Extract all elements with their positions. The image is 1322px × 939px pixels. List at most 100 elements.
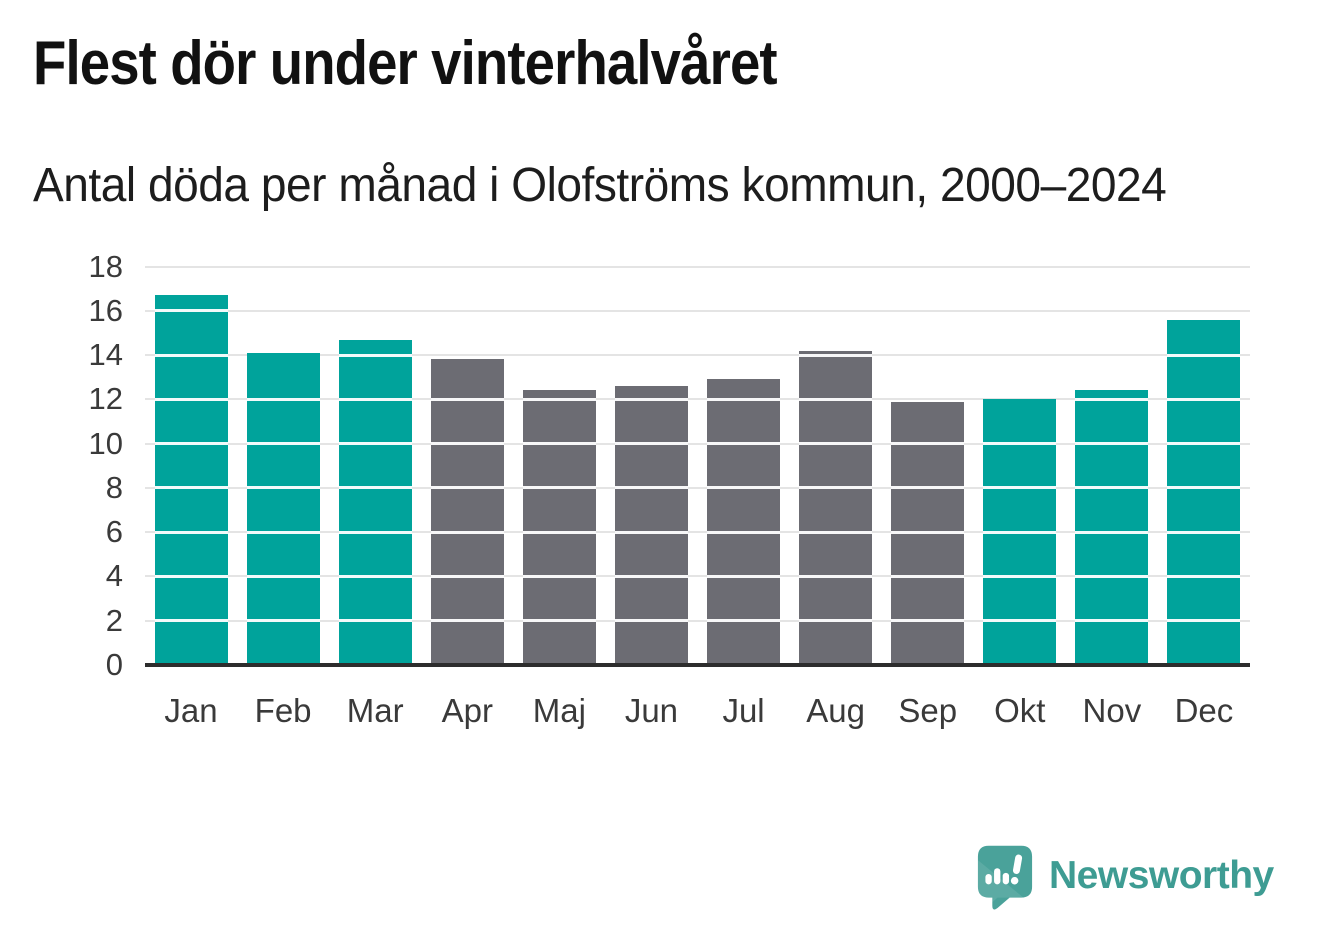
newsworthy-logo-text: Newsworthy	[1049, 853, 1274, 897]
gridline-over-bar	[154, 309, 228, 313]
gridline-over-bar	[1167, 442, 1241, 446]
bar-nov	[1075, 390, 1149, 665]
gridline	[145, 265, 1250, 268]
gridline-over-bar	[1075, 619, 1149, 623]
gridline-over-bar	[1167, 397, 1241, 401]
gridline-over-bar	[707, 619, 781, 623]
gridline-over-bar	[614, 397, 688, 401]
gridline-over-bar	[338, 353, 412, 357]
gridline-over-bar	[707, 486, 781, 490]
gridline-over-bar	[246, 442, 320, 446]
gridline-over-bar	[707, 574, 781, 578]
gridline-over-bar	[1167, 530, 1241, 534]
gridline-over-bar	[799, 486, 873, 490]
bar-mar	[338, 339, 412, 665]
bar-okt	[983, 399, 1057, 665]
gridline-over-bar	[1075, 530, 1149, 534]
bar-maj	[522, 390, 596, 665]
chart-title: Flest dör under vinterhalvåret	[33, 29, 778, 98]
bar-apr	[430, 359, 504, 665]
y-tick-label: 0	[105, 647, 123, 682]
gridline-over-bar	[1167, 619, 1241, 623]
gridline-over-bar	[799, 574, 873, 578]
x-tick-label: Jun	[624, 692, 679, 729]
chart-subtitle: Antal döda per månad i Olofströms kommun…	[33, 159, 1167, 212]
x-tick-label: Jul	[722, 692, 765, 729]
gridline-over-bar	[891, 442, 965, 446]
gridline-over-bar	[154, 353, 228, 357]
gridline-over-bar	[154, 397, 228, 401]
gridline	[145, 398, 1250, 401]
gridline-over-bar	[983, 619, 1057, 623]
gridline	[145, 619, 1250, 622]
y-tick-label: 18	[88, 248, 123, 284]
gridline-over-bar	[338, 619, 412, 623]
gridline-over-bar	[246, 574, 320, 578]
gridline-over-bar	[1167, 353, 1241, 357]
gridline-over-bar	[707, 397, 781, 401]
gridline-over-bar	[430, 574, 504, 578]
gridline-over-bar	[799, 442, 873, 446]
gridline-over-bar	[614, 619, 688, 623]
gridline-over-bar	[154, 486, 228, 490]
gridline-over-bar	[614, 530, 688, 534]
gridline-over-bar	[154, 574, 228, 578]
x-tick-label: Mar	[346, 692, 404, 729]
gridline-over-bar	[338, 397, 412, 401]
gridline-over-bar	[983, 574, 1057, 578]
x-tick-label: Nov	[1082, 692, 1142, 729]
x-tick-label: Apr	[441, 692, 493, 729]
gridline-over-bar	[983, 442, 1057, 446]
y-tick-label: 2	[105, 602, 123, 638]
gridline-over-bar	[154, 619, 228, 623]
logo-bar-small	[985, 873, 992, 885]
gridline-over-bar	[983, 530, 1057, 534]
gridline-over-bar	[246, 530, 320, 534]
logo-bar-medium	[1002, 872, 1010, 885]
gridline-over-bar	[430, 442, 504, 446]
gridline-over-bar	[246, 619, 320, 623]
bar-jul	[707, 379, 781, 665]
gridline-over-bar	[338, 486, 412, 490]
gridline-over-bar	[707, 530, 781, 534]
y-tick-label: 4	[105, 558, 123, 594]
newsworthy-logo: Newsworthy	[976, 844, 1274, 912]
gridline-over-bar	[522, 397, 596, 401]
x-tick-label: Feb	[254, 692, 312, 729]
gridline-over-bar	[522, 574, 596, 578]
bar-jun	[614, 386, 688, 665]
x-tick-label: Dec	[1174, 692, 1234, 729]
gridline-over-bar	[614, 486, 688, 490]
gridline-over-bar	[1075, 397, 1149, 401]
gridline-over-bar	[799, 619, 873, 623]
y-tick-label: 14	[88, 337, 123, 373]
gridline-over-bar	[430, 397, 504, 401]
y-tick-label: 16	[88, 292, 123, 328]
y-tick-label: 8	[105, 469, 123, 505]
gridline-over-bar	[522, 619, 596, 623]
gridline-over-bar	[614, 574, 688, 578]
gridline-over-bar	[246, 486, 320, 490]
bar-feb	[246, 352, 320, 665]
x-tick-label: Okt	[994, 692, 1046, 729]
gridline-over-bar	[522, 530, 596, 534]
newsworthy-logo-icon	[977, 845, 1033, 910]
gridline-over-bar	[430, 530, 504, 534]
logo-exclamation-icon	[1010, 854, 1023, 885]
gridline-over-bar	[614, 442, 688, 446]
gridline-over-bar	[338, 574, 412, 578]
bar-jan	[154, 295, 228, 665]
gridline-over-bar	[522, 486, 596, 490]
y-tick-label: 10	[88, 425, 123, 461]
gridline-over-bar	[707, 442, 781, 446]
gridline-over-bar	[1075, 486, 1149, 490]
gridline	[145, 486, 1250, 489]
gridline-over-bar	[154, 442, 228, 446]
gridline	[145, 442, 1250, 445]
gridline-over-bar	[338, 530, 412, 534]
gridline	[145, 575, 1250, 578]
gridline-over-bar	[799, 397, 873, 401]
gridline-over-bar	[338, 442, 412, 446]
